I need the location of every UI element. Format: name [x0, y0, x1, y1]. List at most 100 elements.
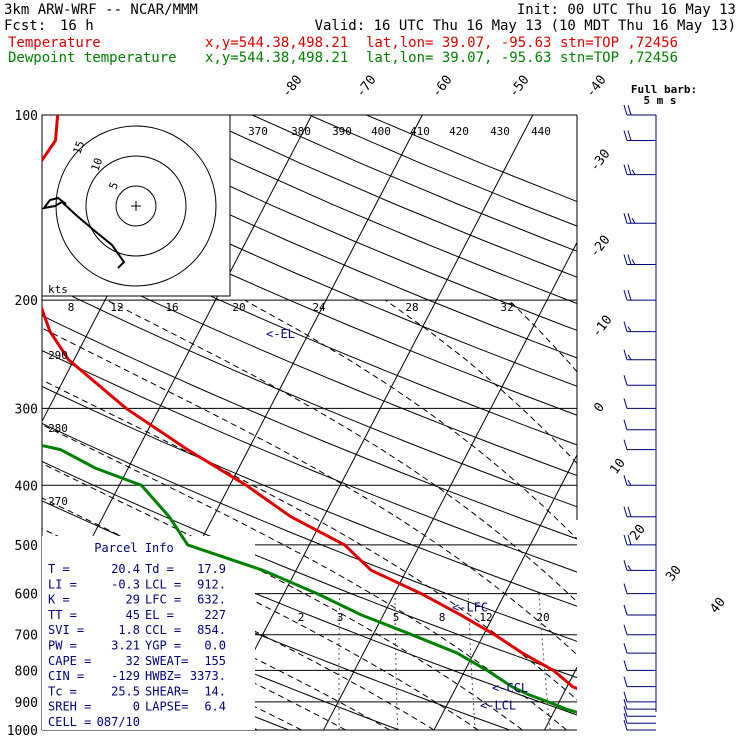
wind-barb-flag	[627, 289, 632, 301]
isotherm-line	[433, 453, 577, 730]
moist-adiabat	[609, 300, 740, 730]
mixing-ratio-label: 3	[337, 611, 344, 624]
parcel-row-value: 227	[204, 608, 226, 622]
wind-barb	[623, 213, 656, 224]
wind-barb-flag	[623, 254, 628, 265]
wind-barb-flag	[627, 480, 632, 486]
init-time: Init: 00 UTC Thu 16 May 13	[516, 2, 736, 18]
parcel-row-label: HWBZ=	[145, 669, 181, 683]
pressure-tick-label: 800	[15, 664, 38, 679]
parcel-row-label: EL =	[145, 608, 174, 622]
wind-barb-flag	[623, 624, 628, 635]
isotherm-label: 20	[627, 522, 648, 544]
hodograph-ring-label: 15	[71, 139, 88, 156]
station-readout-dew: stn=TOP ,72456	[560, 50, 679, 66]
moist-adiabat	[692, 300, 740, 730]
isotherm-label: -10	[589, 313, 615, 341]
isotherm-label: -80	[279, 73, 305, 101]
hodograph-speed-label: 8	[68, 301, 75, 314]
parcel-row-label: LFC =	[145, 593, 181, 607]
wind-barb-flag	[631, 169, 636, 175]
hodograph-speed-label: 32	[500, 301, 513, 314]
wind-barb	[623, 506, 656, 518]
wind-legend-title: Full barb:	[631, 83, 697, 96]
wind-barb-flag	[623, 375, 628, 386]
parcel-row-value: 32	[126, 654, 140, 668]
parcel-row-value: 854.	[197, 623, 226, 637]
temperature-legend: Temperature	[8, 35, 101, 51]
wind-barb-flag	[627, 130, 632, 141]
parcel-row-label: T =	[48, 562, 70, 576]
theta-label: 380	[291, 125, 311, 138]
isotherm-label: 40	[707, 595, 728, 617]
wind-barb-flag	[627, 354, 632, 360]
isotherm-label: 10	[607, 456, 628, 478]
forecast-label: Fcst:	[4, 18, 47, 34]
wind-barb-flag	[623, 699, 628, 710]
moist-adiabat	[42, 379, 577, 701]
dry-adiabat	[42, 385, 577, 607]
hodograph-trace	[41, 196, 126, 269]
parcel-row-label: Tc =	[48, 684, 77, 698]
dewpoint-legend: Dewpoint temperature	[8, 50, 177, 66]
parcel-row-label: CCL =	[145, 623, 181, 637]
parcel-row-label: LAPSE=	[145, 700, 188, 714]
wind-barb	[623, 604, 656, 616]
dry-adiabat	[42, 153, 577, 387]
parcel-row-value: 25.5	[111, 684, 140, 698]
wind-barb	[623, 321, 656, 333]
pressure-tick-label: 200	[15, 294, 38, 309]
dry-adiabat	[42, 184, 577, 416]
wind-barb-flag	[627, 565, 632, 571]
pressure-tick-label: 600	[15, 588, 38, 603]
mixing-ratio-label: 2	[298, 611, 305, 624]
dewpoint-trace	[42, 443, 577, 714]
station-readout-temp: stn=TOP ,72456	[560, 35, 679, 51]
wind-barb-flag	[623, 164, 628, 175]
wind-barb	[623, 349, 656, 361]
parcel-row-label: CIN =	[48, 669, 84, 683]
wind-barb	[623, 419, 656, 431]
parcel-row-value: 912.	[197, 577, 226, 591]
valid-time: Valid: 16 UTC Thu 16 May 13 (10 MDT Thu …	[314, 18, 736, 34]
wind-barb	[623, 624, 656, 636]
hodograph-ring	[115, 185, 157, 227]
wind-barb-flag	[623, 660, 628, 671]
wind-barb	[623, 475, 656, 486]
dry-adiabat	[251, 115, 577, 252]
wind-legend-value: 5 m s	[643, 94, 676, 107]
latlon-readout-dew: lat,lon= 39.07, -95.63	[366, 50, 552, 66]
dry-adiabat	[42, 281, 577, 508]
theta-label: 370	[248, 125, 268, 138]
wind-barb-flag	[623, 130, 628, 141]
wind-barb-flag	[623, 506, 628, 517]
isotherm-label: 0	[591, 400, 608, 415]
wind-barb	[623, 534, 656, 546]
parcel-row-value: -0.3	[111, 577, 140, 591]
temperature-trace	[42, 115, 577, 691]
wind-barb	[623, 660, 656, 671]
parcel-row-value: 155	[204, 654, 226, 668]
parcel-row-value: 3373.	[190, 669, 226, 683]
wind-barb-flag	[623, 604, 628, 616]
model-title: 3km ARW-WRF -- NCAR/MMM	[4, 2, 198, 18]
wind-barb-flag	[627, 326, 632, 332]
moist-adiabat	[385, 299, 577, 465]
parcel-row-label: SHEAR=	[145, 684, 188, 698]
parcel-row-label: K =	[48, 593, 70, 607]
wind-barb-flag	[623, 398, 628, 409]
parcel-row-value: 1.8	[118, 623, 140, 637]
theta-label: 400	[371, 125, 391, 138]
parcel-row-value: 17.9	[197, 562, 226, 576]
wind-barb-flag	[623, 676, 628, 687]
hodograph-ring	[85, 155, 187, 257]
wind-barb	[623, 706, 656, 717]
parcel-row-value: 3.21	[111, 639, 140, 653]
isotherm-label: -60	[429, 73, 455, 101]
wind-barb	[623, 164, 656, 176]
wind-barb-flag	[623, 321, 628, 332]
wind-barb-flag	[631, 218, 636, 224]
parcel-title: Parcel Info	[94, 541, 173, 555]
